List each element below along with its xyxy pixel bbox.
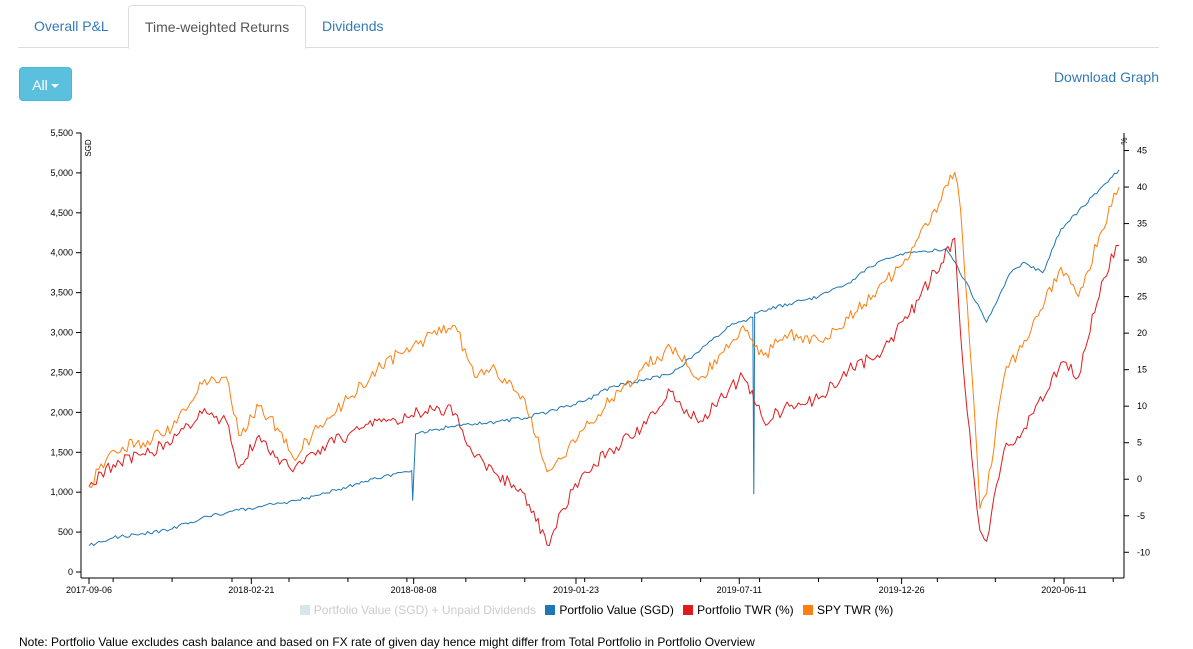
legend-item-unpaid-dividends[interactable]: Portfolio Value (SGD) + Unpaid Dividends bbox=[299, 603, 536, 617]
chart-note: Note: Portfolio Value excludes cash bala… bbox=[19, 635, 755, 649]
right-axis-tick-label: 15 bbox=[1137, 365, 1147, 375]
left-axis-tick-label: 1,000 bbox=[50, 487, 73, 497]
x-axis-tick-label: 2019-01-23 bbox=[553, 585, 599, 595]
x-axis: 2017-09-06 2018-02-21 2018-08-08 2019-01-23… bbox=[66, 577, 1124, 595]
caret-down-icon bbox=[50, 84, 59, 89]
left-axis: 0 500 1,000 1,500 2,000 2,500 3,000 3,500 4,000 4… bbox=[50, 128, 82, 578]
right-axis-tick-label: 5 bbox=[1137, 438, 1142, 448]
legend-label: SPY TWR (%) bbox=[816, 603, 894, 617]
x-axis-tick-label: 2018-02-21 bbox=[228, 585, 274, 595]
x-axis-tick-label: 2018-08-08 bbox=[391, 585, 437, 595]
series-line-portfolio-value-sgd bbox=[88, 169, 1120, 547]
tab-dividends[interactable]: Dividends bbox=[322, 18, 384, 34]
legend-swatch bbox=[683, 605, 694, 615]
range-dropdown-label: All bbox=[32, 77, 48, 93]
chart-legend: Portfolio Value (SGD) + Unpaid Dividends… bbox=[0, 603, 1193, 617]
right-axis-tick-label: 25 bbox=[1137, 292, 1147, 302]
left-axis-tick-label: 2,500 bbox=[50, 367, 73, 377]
left-axis-tick-label: 5,500 bbox=[50, 128, 73, 138]
legend-item-portfolio-value[interactable]: Portfolio Value (SGD) bbox=[545, 603, 674, 617]
right-axis-tick-label: 40 bbox=[1137, 182, 1147, 192]
right-axis-tick-label: 45 bbox=[1137, 146, 1147, 156]
tab-time-weighted-returns[interactable]: Time-weighted Returns bbox=[128, 5, 307, 49]
series-line-spy-twr bbox=[88, 171, 1120, 509]
legend-label: Portfolio Value (SGD) + Unpaid Dividends bbox=[313, 603, 536, 617]
left-axis-label: SGD bbox=[84, 139, 93, 157]
left-axis-tick-label: 3,500 bbox=[50, 288, 73, 298]
left-axis-tick-label: 0 bbox=[68, 567, 73, 577]
tab-overall-pnl[interactable]: Overall P&L bbox=[34, 18, 109, 34]
left-axis-tick-label: 1,500 bbox=[50, 447, 73, 457]
right-axis-label: % bbox=[1119, 137, 1128, 144]
right-axis-tick-label: 20 bbox=[1137, 328, 1147, 338]
right-axis: -10 -5 0 5 10 15 20 25 30 35 40 45 bbox=[1123, 133, 1150, 578]
right-axis-tick-label: 30 bbox=[1137, 255, 1147, 265]
series-layer bbox=[88, 169, 1120, 547]
x-axis-tick-label: 2019-12-26 bbox=[879, 585, 925, 595]
series-line-portfolio-twr bbox=[88, 237, 1119, 547]
left-axis-tick-label: 4,000 bbox=[50, 248, 73, 258]
legend-item-portfolio-twr[interactable]: Portfolio TWR (%) bbox=[683, 603, 794, 617]
right-axis-tick-label: 0 bbox=[1137, 474, 1142, 484]
left-axis-tick-label: 3,000 bbox=[50, 328, 73, 338]
right-axis-tick-label: 10 bbox=[1137, 401, 1147, 411]
range-dropdown-button[interactable]: All bbox=[19, 67, 72, 101]
left-axis-tick-label: 2,000 bbox=[50, 407, 73, 417]
tab-bar: Overall P&L Time-weighted Returns Divide… bbox=[18, 5, 1159, 49]
legend-label: Portfolio Value (SGD) bbox=[559, 603, 674, 617]
left-axis-tick-label: 4,500 bbox=[50, 208, 73, 218]
right-axis-tick-label: 35 bbox=[1137, 219, 1147, 229]
legend-swatch bbox=[545, 605, 556, 615]
legend-swatch bbox=[802, 605, 813, 615]
left-axis-tick-label: 500 bbox=[58, 527, 73, 537]
right-axis-tick-label: -10 bbox=[1137, 547, 1150, 557]
download-graph-link[interactable]: Download Graph bbox=[1053, 69, 1159, 85]
left-axis-tick-label: 5,000 bbox=[50, 168, 73, 178]
legend-swatch bbox=[299, 605, 310, 615]
right-axis-tick-label: -5 bbox=[1137, 511, 1145, 521]
x-axis-tick-label: 2017-09-06 bbox=[66, 585, 112, 595]
x-axis-tick-label: 2019-07-11 bbox=[717, 585, 762, 595]
legend-item-spy-twr[interactable]: SPY TWR (%) bbox=[802, 603, 894, 617]
x-axis-tick-label: 2020-06-11 bbox=[1041, 585, 1086, 595]
legend-label: Portfolio TWR (%) bbox=[697, 603, 794, 617]
